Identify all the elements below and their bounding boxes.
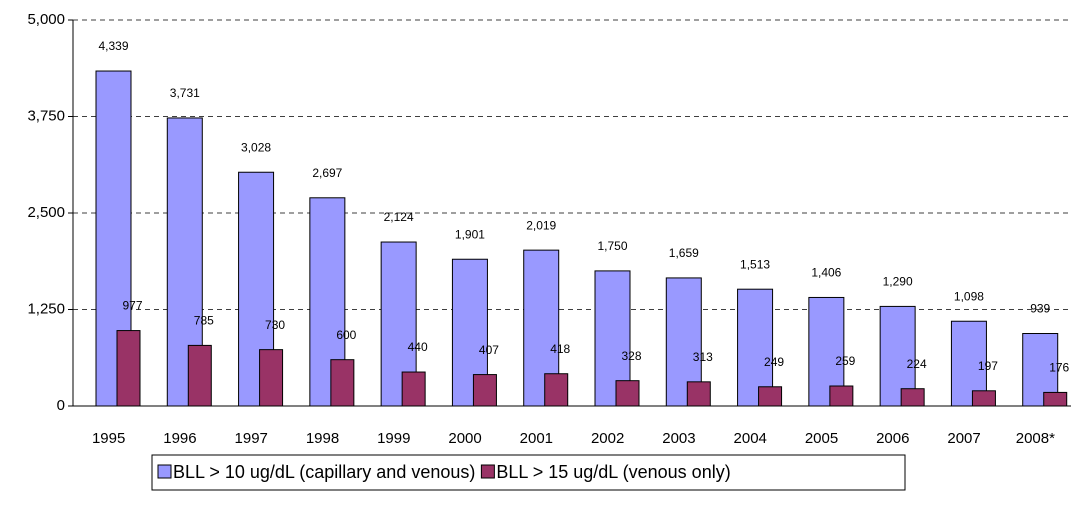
value-label: 249 — [764, 355, 784, 369]
value-label: 977 — [122, 299, 142, 313]
x-tick-label: 2003 — [662, 430, 695, 447]
bar — [808, 296, 845, 407]
value-label: 313 — [693, 350, 713, 364]
bar — [544, 373, 569, 407]
legend-swatch — [157, 464, 172, 479]
value-label: 328 — [621, 349, 641, 363]
legend-box — [151, 454, 906, 491]
value-label: 440 — [408, 340, 428, 354]
x-tick-label: 1996 — [163, 430, 196, 447]
bar — [116, 330, 141, 407]
x-tick-label: 2008* — [1016, 430, 1055, 447]
bar — [686, 381, 711, 407]
value-label: 418 — [550, 342, 570, 356]
value-label: 939 — [1030, 302, 1050, 316]
x-tick-label: 1997 — [235, 430, 268, 447]
x-tick-label: 2004 — [734, 430, 767, 447]
value-label: 2,019 — [526, 218, 556, 232]
value-label: 600 — [336, 328, 356, 342]
x-tick-label: 2000 — [448, 430, 481, 447]
value-label: 1,659 — [669, 246, 699, 260]
bar — [900, 388, 925, 407]
y-tick-label: 3,750 — [27, 107, 65, 124]
bar — [259, 349, 284, 407]
x-tick-label: 2007 — [947, 430, 980, 447]
bar — [829, 385, 854, 407]
bar — [615, 380, 640, 407]
value-label: 1,513 — [740, 257, 770, 271]
bar — [971, 390, 996, 407]
value-label: 730 — [265, 318, 285, 332]
x-tick-label: 1999 — [377, 430, 410, 447]
value-label: 1,901 — [455, 227, 485, 241]
x-tick-label: 2006 — [876, 430, 909, 447]
legend-swatch — [480, 464, 495, 479]
value-label: 259 — [835, 354, 855, 368]
bar — [330, 359, 355, 407]
value-label: 176 — [1049, 361, 1069, 375]
value-label: 1,098 — [954, 289, 984, 303]
value-label: 224 — [907, 357, 927, 371]
x-tick-label: 1995 — [92, 430, 125, 447]
value-label: 1,406 — [811, 266, 841, 280]
y-tick-label: 2,500 — [27, 204, 65, 221]
legend-label: BLL > 15 ug/dL (venous only) — [496, 462, 730, 482]
bar — [187, 344, 212, 407]
bar — [401, 371, 426, 407]
x-tick-label: 2002 — [591, 430, 624, 447]
value-label: 3,028 — [241, 140, 271, 154]
y-tick-label: 1,250 — [27, 300, 65, 317]
legend-label: BLL > 10 ug/dL (capillary and venous) — [173, 462, 475, 482]
value-label: 785 — [194, 314, 214, 328]
bar — [472, 374, 497, 407]
value-label: 1,750 — [597, 239, 627, 253]
x-tick-label: 2001 — [520, 430, 553, 447]
value-label: 2,124 — [384, 210, 414, 224]
value-label: 197 — [978, 359, 998, 373]
value-label: 1,290 — [883, 275, 913, 289]
x-tick-label: 2005 — [805, 430, 838, 447]
value-label: 3,731 — [170, 86, 200, 100]
value-label: 4,339 — [98, 39, 128, 53]
bar — [1043, 391, 1068, 407]
y-tick-label: 0 — [57, 397, 65, 414]
bar — [758, 386, 783, 407]
value-label: 407 — [479, 343, 499, 357]
x-tick-label: 1998 — [306, 430, 339, 447]
y-tick-label: 5,000 — [27, 11, 65, 28]
value-label: 2,697 — [312, 166, 342, 180]
